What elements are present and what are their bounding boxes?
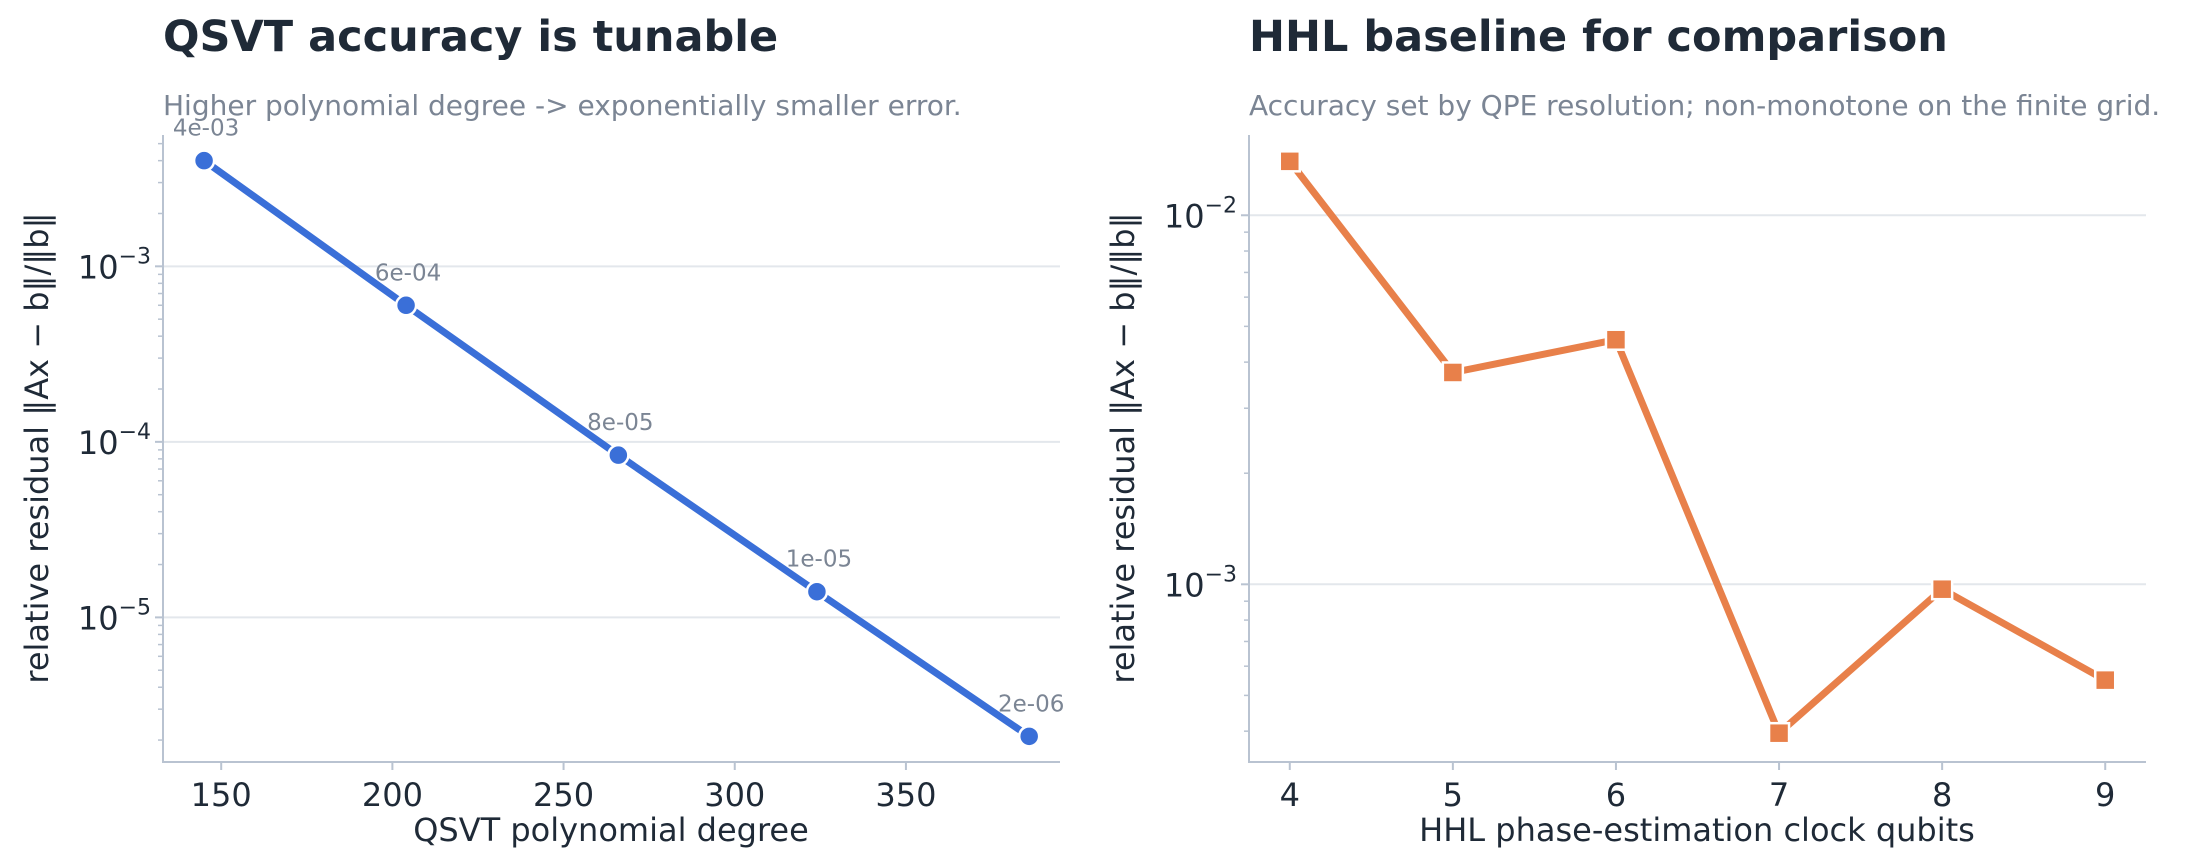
x-tick-label: 250: [533, 776, 594, 814]
data-label: 6e-04: [375, 260, 441, 286]
data-point: [1278, 150, 1302, 173]
y-tick-label: 10−3: [78, 244, 151, 286]
data-point: [1930, 577, 1954, 601]
x-tick-label: 350: [875, 776, 936, 814]
series-line: [1286, 157, 2109, 737]
y-tick-label: 10−2: [1164, 193, 1237, 235]
data-point: [607, 443, 630, 467]
axis-ticks: 4 5 6 7 8 9 10−2 10−3: [1164, 193, 2116, 814]
x-tick-label: 4: [1280, 776, 1300, 814]
data-point: [394, 294, 418, 317]
x-tick-label: 7: [1769, 776, 1789, 814]
x-axis-label: HHL phase-estimation clock qubits: [1419, 811, 1975, 849]
gridlines: [163, 265, 1060, 619]
data-point: [1441, 361, 1465, 384]
markers-layer: [1278, 150, 2117, 745]
x-tick-label: 8: [1932, 776, 1952, 814]
gridlines: [1249, 214, 2146, 586]
series-line-layer: [1286, 157, 2109, 737]
chart-title: HHL baseline for comparison: [1249, 12, 1948, 62]
data-point: [192, 149, 216, 172]
data-point: [805, 580, 829, 603]
data-label: 2e-06: [998, 691, 1064, 717]
y-tick-label: 10−3: [1164, 562, 1237, 604]
chart-subtitle: Accuracy set by QPE resolution; non-mono…: [1249, 89, 2160, 122]
data-point: [1017, 725, 1041, 748]
x-axis-label: QSVT polynomial degree: [413, 811, 809, 849]
axes-spine: [162, 135, 1060, 763]
data-point: [1767, 721, 1791, 745]
data-label: 1e-05: [786, 547, 852, 573]
x-tick-label: 300: [704, 776, 765, 814]
chart-subtitle: Higher polynomial degree -> exponentiall…: [163, 89, 962, 122]
qsvt-panel: QSVT accuracy is tunable Higher polynomi…: [18, 12, 1064, 849]
data-label: 4e-03: [173, 116, 239, 142]
data-point: [2093, 668, 2117, 692]
x-tick-label: 150: [191, 776, 252, 814]
axes-spine: [1248, 135, 2146, 763]
chart-title: QSVT accuracy is tunable: [163, 12, 778, 62]
x-tick-label: 9: [2095, 776, 2115, 814]
x-tick-label: 200: [362, 776, 423, 814]
y-tick-label: 10−5: [78, 595, 151, 637]
hhl-panel: HHL baseline for comparison Accuracy set…: [1104, 12, 2160, 849]
data-point: [1604, 328, 1628, 351]
x-tick-label: 6: [1606, 776, 1626, 814]
y-tick-label: 10−4: [78, 420, 151, 462]
axis-ticks: 150 200 250 300 350 10−3 10−4 10−5: [78, 244, 937, 814]
markers-layer: 4e-03 6e-04 8e-05 1e-05 2e-06: [173, 116, 1064, 748]
data-label: 8e-05: [587, 410, 653, 436]
x-tick-label: 5: [1443, 776, 1463, 814]
y-axis-label: relative residual ‖Ax − b‖/‖b‖: [18, 212, 56, 683]
y-axis-label: relative residual ‖Ax − b‖/‖b‖: [1104, 212, 1142, 683]
